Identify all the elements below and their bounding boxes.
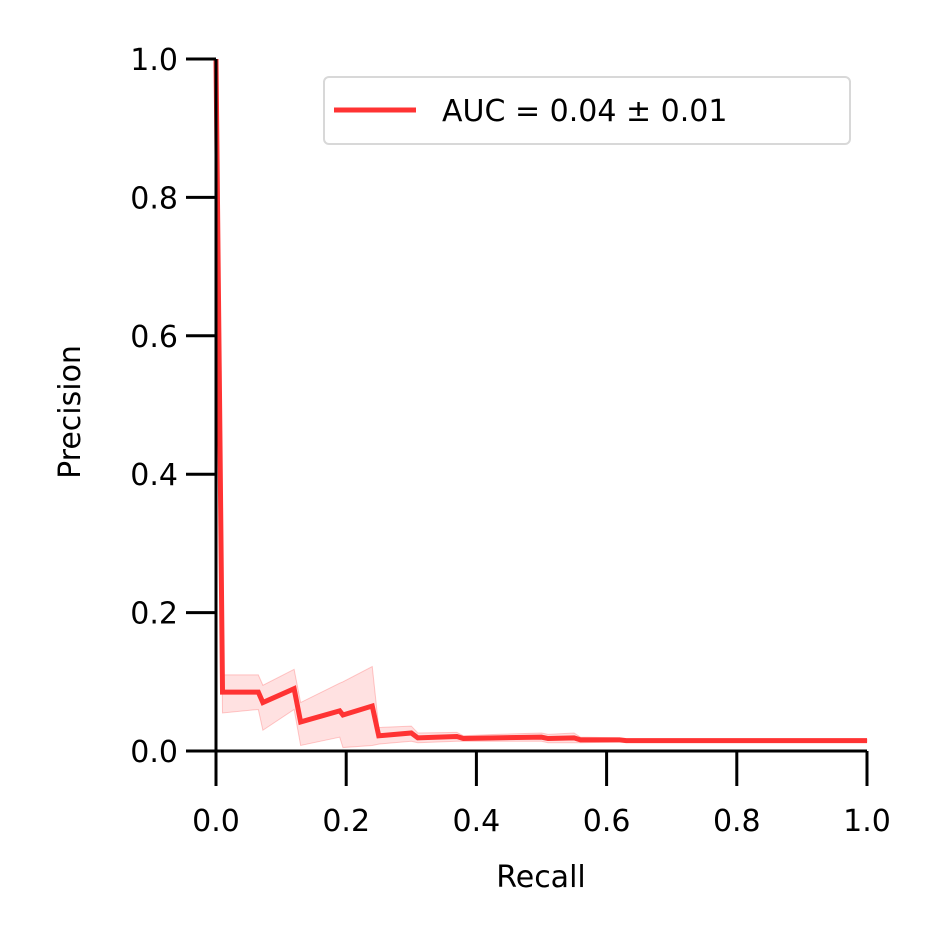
y-tick-label: 0.6 (130, 320, 178, 355)
y-tick-label: 0.2 (130, 597, 178, 632)
series-line (213, 58, 867, 744)
y-tick-label: 0.0 (130, 735, 178, 770)
y-tick-label: 1.0 (130, 43, 178, 78)
x-tick-label: 0.6 (583, 804, 631, 839)
y-axis-label: Precision (53, 345, 88, 479)
axes (214, 59, 867, 753)
y-tick-label: 0.8 (130, 181, 178, 216)
x-axis-label: Recall (496, 860, 586, 895)
legend: AUC = 0.04 ± 0.01 (323, 76, 851, 145)
x-tick-label: 0.4 (453, 804, 501, 839)
confidence-band-layer (215, 58, 868, 749)
x-ticks: 0.0 0.2 0.4 0.6 0.8 1.0 (192, 751, 891, 839)
series-line-layer (213, 58, 867, 744)
legend-entry-label: AUC = 0.04 ± 0.01 (442, 94, 727, 129)
x-tick-label: 0.0 (192, 804, 240, 839)
legend-frame (323, 76, 851, 145)
x-tick-label: 0.8 (713, 804, 761, 839)
x-tick-label: 1.0 (843, 804, 891, 839)
y-ticks: 0.0 0.2 0.4 0.6 0.8 1.0 (130, 43, 216, 770)
y-tick-label: 0.4 (130, 458, 178, 493)
series-confidence-band (215, 58, 868, 749)
x-tick-label: 0.2 (322, 804, 370, 839)
